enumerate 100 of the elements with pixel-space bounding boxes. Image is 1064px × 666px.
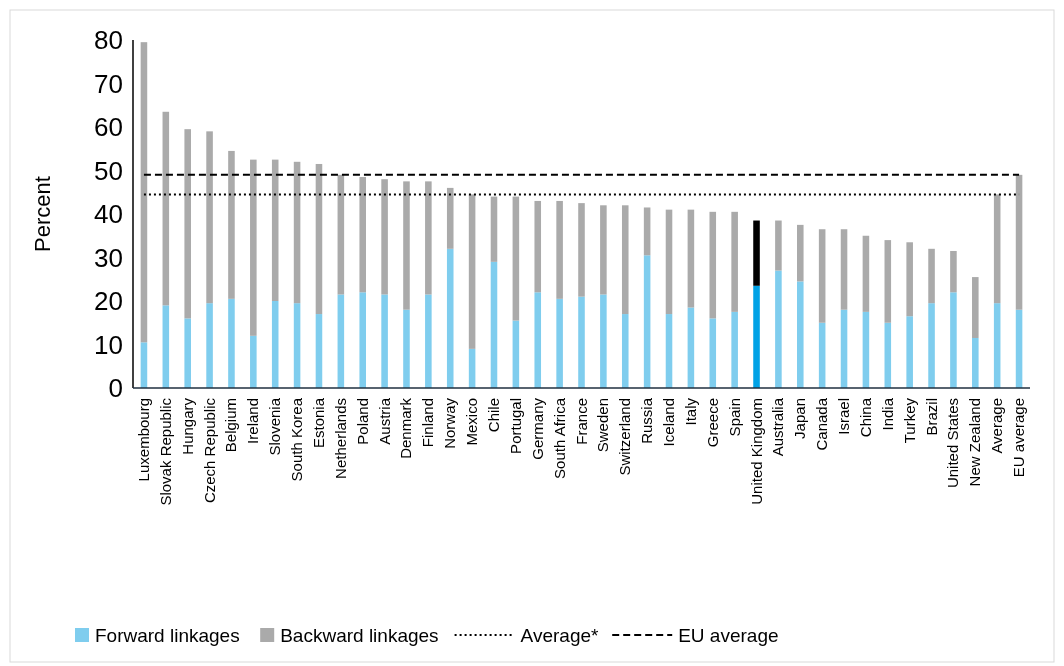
- bar: [425, 294, 432, 388]
- bar: [621, 205, 629, 315]
- x-tick-label: Japan: [791, 398, 809, 439]
- x-tick-label: Austria: [375, 397, 393, 445]
- bar: [271, 301, 279, 388]
- x-tick-label: Russia: [638, 397, 656, 444]
- bar: [250, 335, 257, 388]
- bar: [490, 196, 498, 262]
- bar: [993, 303, 1001, 388]
- y-tick-label: 40: [94, 199, 123, 230]
- x-tick-label: Portugal: [506, 398, 524, 454]
- x-tick-label: Czech Republic: [200, 397, 218, 504]
- x-tick-label: Germany: [528, 397, 546, 460]
- y-tick-label: 30: [94, 242, 123, 273]
- x-tick-label: Average: [988, 398, 1006, 454]
- x-tick-label: Spain: [725, 398, 743, 437]
- x-tick-label: Denmark: [397, 397, 415, 459]
- x-tick-label: Mexico: [463, 398, 481, 446]
- x-tick-label: Israel: [835, 398, 853, 435]
- bar: [687, 209, 695, 308]
- y-tick-label: 70: [94, 68, 123, 99]
- bar: [381, 179, 388, 295]
- y-tick-label: 20: [94, 286, 123, 317]
- bar: [315, 314, 323, 388]
- bar: [184, 318, 191, 388]
- x-tick-label: Slovenia: [266, 397, 284, 456]
- bar: [928, 303, 935, 388]
- x-tick-label: EU average: [1010, 398, 1028, 478]
- bar: [228, 150, 235, 299]
- x-tick-label: Norway: [441, 397, 459, 449]
- bar: [709, 211, 717, 319]
- x-tick-label: Finland: [419, 398, 437, 448]
- bar: [950, 292, 957, 388]
- y-tick-label: 60: [94, 112, 123, 143]
- y-axis-title: Percent: [30, 176, 55, 252]
- bar: [512, 196, 520, 321]
- bar: [687, 307, 695, 388]
- bar: [578, 296, 585, 388]
- x-tick-label: Chile: [484, 398, 502, 433]
- bar: [556, 200, 563, 299]
- bar: [578, 203, 585, 297]
- legend-label: Backward linkages: [280, 624, 439, 646]
- x-tick-label: Belgium: [222, 398, 240, 453]
- bar: [643, 255, 651, 388]
- bar: [403, 181, 410, 310]
- bar: [621, 314, 629, 388]
- legend-label: Forward linkages: [95, 624, 240, 646]
- x-tick-label: New Zealand: [966, 398, 984, 487]
- bar: [818, 322, 826, 388]
- bar: [403, 309, 410, 388]
- x-tick-label: Australia: [769, 397, 787, 457]
- x-tick-label: United States: [944, 398, 962, 489]
- bar: [315, 163, 323, 315]
- bar: [709, 318, 717, 388]
- x-tick-label: United Kingdom: [747, 398, 765, 505]
- bar: [797, 224, 804, 282]
- x-tick-label: South Korea: [288, 397, 306, 482]
- x-tick-label: Estonia: [309, 397, 327, 449]
- bar: [906, 316, 913, 388]
- bar: [206, 303, 213, 388]
- x-tick-label: Switzerland: [616, 398, 634, 476]
- y-tick-label: 50: [94, 155, 123, 186]
- bar: [140, 342, 148, 388]
- bar: [600, 205, 607, 295]
- bar: [840, 229, 848, 310]
- bar: [775, 220, 782, 271]
- bar: [534, 292, 542, 388]
- x-tick-label: Turkey: [900, 397, 918, 444]
- y-tick-label: 0: [108, 373, 123, 404]
- bar: [731, 211, 738, 312]
- bar: [162, 111, 170, 306]
- bar: [884, 322, 892, 388]
- bar: [1015, 309, 1023, 388]
- x-tick-label: India: [878, 397, 896, 431]
- bar: [337, 174, 345, 295]
- bar: [359, 177, 366, 293]
- bar: [162, 305, 170, 388]
- bar: [950, 250, 957, 293]
- legend-label: Average*: [520, 624, 600, 646]
- x-tick-label: France: [572, 398, 590, 445]
- bar: [1015, 174, 1023, 310]
- bar: [753, 285, 760, 388]
- bar: [446, 187, 454, 249]
- bar: [534, 200, 542, 293]
- bar: [993, 194, 1001, 304]
- bar: [972, 337, 979, 388]
- x-tick-label: Poland: [353, 398, 371, 445]
- x-tick-label: Sweden: [594, 398, 612, 453]
- bar: [731, 311, 738, 388]
- x-tick-label: Netherlands: [331, 398, 349, 479]
- bar: [818, 229, 826, 323]
- x-tick-label: Canada: [813, 397, 831, 451]
- x-tick-label: Italy: [681, 397, 699, 426]
- bar: [293, 161, 301, 304]
- bar: [468, 194, 476, 349]
- bar: [753, 220, 760, 286]
- bar: [906, 242, 913, 317]
- legend-label: EU average: [678, 624, 779, 646]
- y-tick-label: 80: [94, 25, 123, 56]
- bar: [206, 131, 213, 304]
